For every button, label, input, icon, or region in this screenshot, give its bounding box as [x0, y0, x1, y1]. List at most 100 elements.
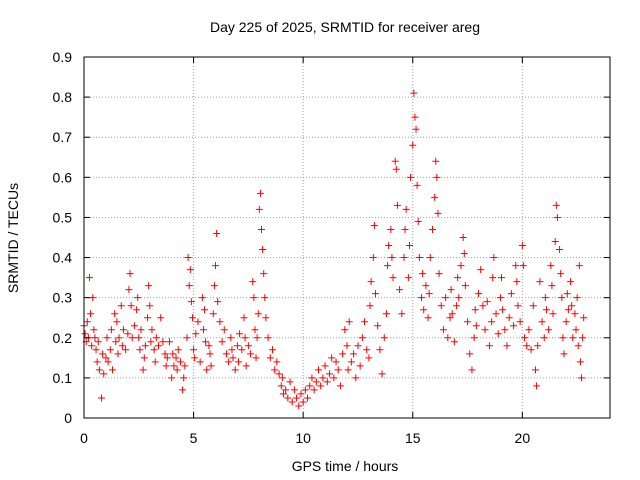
data-point	[203, 366, 211, 374]
data-point	[405, 242, 413, 250]
data-point	[374, 322, 382, 330]
y-tick-label: 0.8	[53, 89, 73, 105]
data-point	[428, 225, 436, 233]
data-point	[439, 326, 447, 334]
data-point	[155, 342, 163, 350]
data-point	[540, 334, 548, 342]
y-tick-label: 0.3	[53, 290, 73, 306]
data-point	[512, 262, 520, 270]
data-point	[241, 334, 249, 342]
x-tick-label: 15	[405, 430, 421, 446]
data-point	[312, 378, 320, 386]
data-point	[227, 334, 235, 342]
data-point	[125, 286, 133, 294]
data-point	[222, 350, 230, 358]
data-point	[102, 354, 110, 362]
data-point	[472, 322, 480, 330]
data-point	[212, 262, 219, 270]
data-point	[278, 374, 286, 382]
data-point	[521, 334, 529, 342]
data-point	[268, 346, 276, 354]
y-tick-label: 0.4	[53, 250, 73, 266]
data-point	[542, 306, 550, 314]
data-point	[242, 362, 250, 370]
data-point	[538, 318, 546, 326]
data-point	[205, 342, 213, 350]
data-point	[235, 358, 243, 366]
data-point	[139, 366, 147, 374]
data-point	[135, 334, 143, 342]
data-point	[98, 394, 106, 402]
data-point	[180, 374, 188, 382]
data-point	[192, 330, 200, 338]
data-point	[422, 282, 430, 290]
data-point	[170, 362, 178, 370]
data-point	[494, 330, 502, 338]
data-point	[558, 294, 566, 302]
data-point	[461, 282, 469, 290]
data-point	[533, 382, 541, 390]
data-point	[400, 254, 408, 262]
data-point	[380, 334, 388, 342]
y-tick-label: 0.6	[53, 169, 73, 185]
data-point	[144, 314, 152, 322]
data-point	[264, 334, 272, 342]
data-point	[505, 314, 513, 322]
data-point	[210, 282, 218, 290]
data-point	[548, 282, 556, 290]
data-point	[85, 274, 93, 282]
data-point	[240, 314, 248, 322]
data-point	[301, 386, 309, 394]
data-point	[190, 346, 198, 354]
data-point	[391, 157, 399, 165]
data-point	[256, 189, 264, 197]
data-point	[207, 362, 215, 370]
y-axis-label: SRMTID / TECUs	[5, 183, 21, 293]
data-point	[293, 394, 301, 402]
data-point	[396, 286, 404, 294]
data-point	[464, 318, 472, 326]
data-point	[122, 346, 130, 354]
data-point	[382, 310, 390, 318]
data-point	[447, 286, 455, 294]
data-point	[220, 326, 228, 334]
data-point	[117, 302, 125, 310]
data-point	[297, 390, 305, 398]
data-point	[104, 358, 112, 366]
data-point	[523, 342, 531, 350]
data-point	[165, 338, 173, 346]
data-point	[483, 298, 491, 306]
data-point	[103, 334, 111, 342]
data-point	[172, 354, 180, 362]
data-point	[126, 270, 134, 278]
data-point	[475, 290, 482, 298]
axis-tick-labels: 0 5 10 15 20 0 0.1 0.2 0.3 0.4 0.5 0.6 0.7 0.8 0.9	[53, 49, 531, 446]
data-point	[534, 342, 542, 350]
data-point	[206, 350, 214, 358]
data-point	[370, 221, 378, 229]
data-point	[81, 330, 89, 338]
data-point	[407, 173, 415, 181]
data-point	[184, 254, 192, 262]
data-point	[191, 354, 199, 362]
data-point	[336, 382, 344, 390]
x-tick-label: 10	[295, 430, 311, 446]
data-point	[161, 350, 169, 358]
y-tick-label: 0.2	[53, 330, 73, 346]
data-point	[209, 310, 217, 318]
data-point	[448, 310, 456, 318]
data-point	[186, 266, 194, 274]
data-point	[567, 278, 575, 286]
data-point	[90, 326, 98, 334]
data-point	[196, 358, 204, 366]
data-point	[365, 354, 373, 362]
data-point	[87, 310, 95, 318]
data-point	[378, 370, 386, 378]
data-point	[133, 306, 141, 314]
data-point	[376, 346, 384, 354]
data-point	[258, 225, 266, 233]
data-point	[425, 290, 433, 298]
data-point	[262, 314, 270, 322]
data-series-srmtid	[80, 89, 588, 410]
